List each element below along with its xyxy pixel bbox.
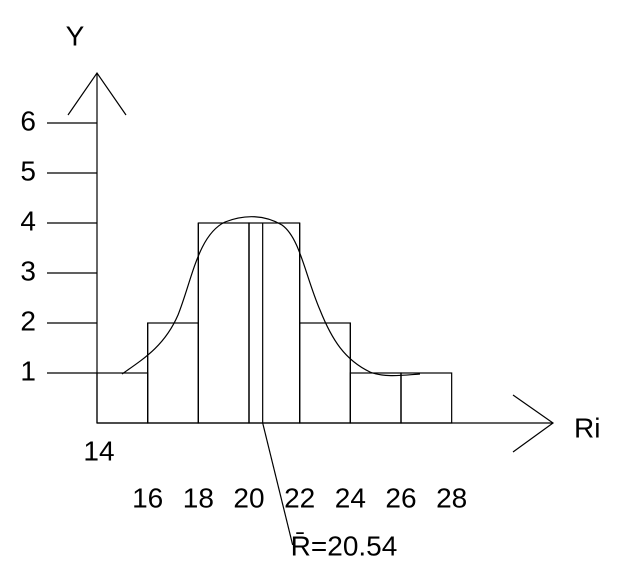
x-tick-label: 22 [284,482,315,513]
mean-label: R̄=20.54 [291,530,398,561]
x-tick-label: 24 [335,482,366,513]
mean-leader [262,422,294,546]
bar [197,222,250,424]
x-tick-label: 14 [83,435,114,466]
bar [349,372,402,424]
x-tick-label: 20 [233,482,264,513]
bar [299,322,351,424]
bar [147,322,199,424]
y-axis-label: Y [66,20,85,51]
bar [400,372,453,424]
y-tick-label: 5 [20,155,36,186]
x-tick-label: 28 [436,482,467,513]
y-tick-label: 1 [20,355,36,386]
bar [96,372,149,424]
fitted-curve [121,216,421,377]
y-tick-label: 6 [20,105,36,136]
x-tick-label: 18 [183,482,214,513]
x-arrow [512,394,555,453]
x-tick-label: 16 [132,482,163,513]
bar [248,222,301,424]
x-tick-label: 26 [385,482,416,513]
y-tick-label: 3 [20,255,36,286]
y-tick-label: 2 [20,305,36,336]
y-arrow [67,71,127,116]
x-axis-label: Ri [574,412,600,443]
y-tick-label: 4 [20,205,36,236]
